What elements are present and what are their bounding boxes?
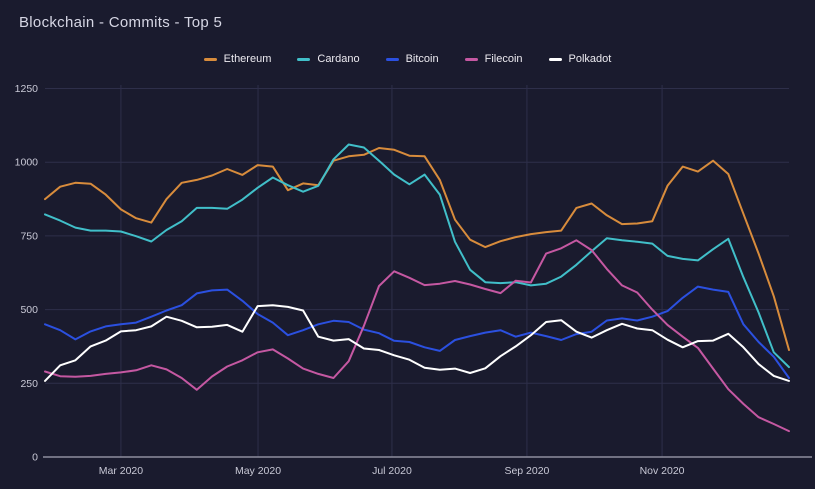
series-line-cardano bbox=[44, 143, 790, 369]
series-line-bitcoin bbox=[44, 285, 790, 379]
legend-item-polkadot[interactable]: Polkadot bbox=[548, 53, 612, 65]
x-axis-tick-label: Sep 2020 bbox=[504, 465, 549, 477]
series-line-polkadot bbox=[44, 304, 790, 382]
legend-label: Filecoin bbox=[484, 53, 523, 65]
legend-swatch-icon-polkadot bbox=[548, 57, 562, 61]
legend-label: Bitcoin bbox=[405, 53, 439, 65]
legend-item-cardano[interactable]: Cardano bbox=[297, 53, 360, 65]
legend-swatch-icon-ethereum bbox=[203, 57, 217, 61]
legend-item-filecoin[interactable]: Filecoin bbox=[464, 53, 523, 65]
x-axis-tick-label: Jul 2020 bbox=[372, 465, 412, 477]
legend-label: Cardano bbox=[317, 53, 360, 65]
x-axis-tick-label: Mar 2020 bbox=[99, 465, 144, 477]
legend-label: Ethereum bbox=[223, 53, 272, 65]
y-axis-tick-label: 0 bbox=[32, 452, 38, 464]
y-axis-tick-label: 250 bbox=[20, 378, 38, 390]
legend-swatch-icon-bitcoin bbox=[385, 57, 399, 61]
y-axis-tick-label: 500 bbox=[20, 304, 38, 316]
x-axis-tick-label: May 2020 bbox=[235, 465, 281, 477]
legend-item-bitcoin[interactable]: Bitcoin bbox=[385, 53, 439, 65]
chart-title: Blockchain - Commits - Top 5 bbox=[19, 14, 223, 31]
y-axis-tick-label: 1000 bbox=[15, 157, 39, 169]
legend-swatch-icon-cardano bbox=[297, 57, 311, 61]
legend-swatch-icon-filecoin bbox=[464, 57, 478, 61]
y-axis-tick-label: 1250 bbox=[15, 83, 39, 95]
series-line-ethereum bbox=[44, 147, 790, 351]
legend-item-ethereum[interactable]: Ethereum bbox=[203, 53, 272, 65]
series-line-filecoin bbox=[44, 239, 790, 433]
chart-legend: Ethereum Cardano Bitcoin Filecoin Polkadot bbox=[0, 53, 815, 65]
y-axis-tick-label: 750 bbox=[20, 230, 38, 242]
legend-label: Polkadot bbox=[568, 53, 612, 65]
x-axis-tick-label: Nov 2020 bbox=[640, 465, 685, 477]
